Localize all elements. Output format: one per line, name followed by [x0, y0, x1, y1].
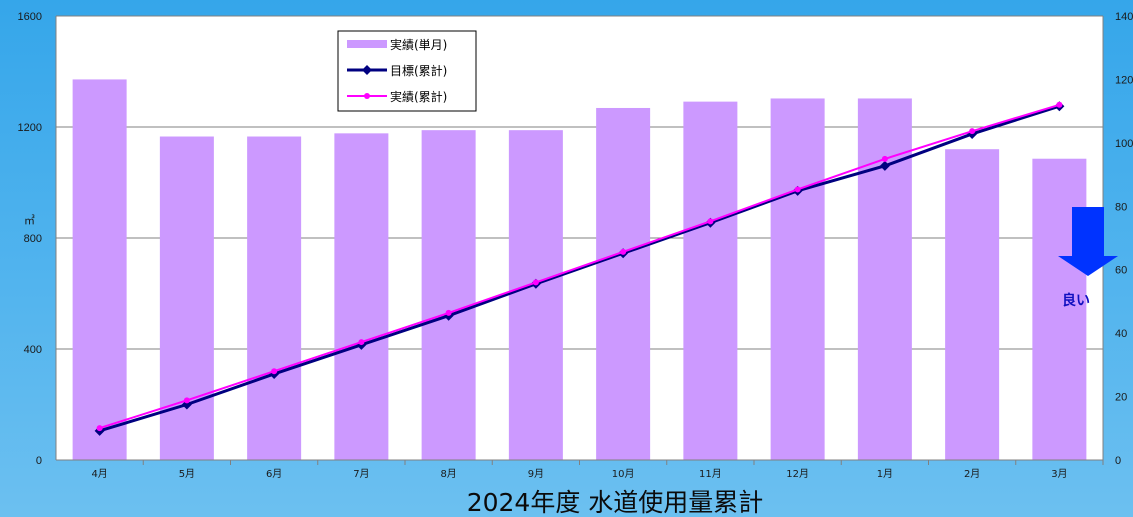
y2-tick-label: 40 [1115, 328, 1127, 340]
point-actual [707, 218, 714, 225]
y-tick-label: 400 [24, 344, 42, 356]
point-actual [794, 186, 801, 193]
x-tick-label: 1月 [877, 468, 893, 480]
bar [1032, 158, 1087, 460]
point-actual [1056, 101, 1063, 108]
bar [247, 136, 302, 460]
y2-tick-label: 20 [1115, 392, 1127, 404]
good-label: 良い [1062, 292, 1090, 309]
bar [683, 101, 738, 460]
bar [945, 149, 1000, 460]
x-axis: 4月 5月 6月 7月 8月 9月 10月 11月 12月 1月 2月 3月 [91, 460, 1104, 480]
x-tick-label: 4月 [91, 468, 107, 480]
x-tick-label: 9月 [528, 468, 544, 480]
point-actual [445, 309, 452, 316]
bars [72, 79, 1087, 461]
y2-tick-label: 140 [1115, 11, 1133, 23]
point-actual [358, 339, 365, 346]
series-line-target [99, 104, 1060, 433]
chart-title: 2024年度 水道使用量累計 [467, 488, 764, 517]
point-actual [620, 248, 627, 255]
bar [421, 130, 476, 460]
point-actual [881, 155, 888, 162]
x-tick-label: 3月 [1051, 468, 1067, 480]
x-tick-label: 5月 [179, 468, 195, 480]
bar [72, 79, 127, 460]
y2-tick-label: 0 [1115, 455, 1121, 467]
bar [596, 107, 651, 460]
y2-tick-label: 120 [1115, 74, 1133, 86]
y2-tick-label: 100 [1115, 138, 1133, 150]
point-actual [271, 368, 278, 375]
x-tick-label: 12月 [786, 468, 809, 480]
y-tick-label: 1600 [18, 11, 42, 23]
lines [94, 101, 1065, 436]
y-axis-left: 0 400 800 1200 1600 [18, 11, 42, 467]
x-tick-label: 10月 [612, 468, 635, 480]
legend-marker-actual [364, 93, 370, 99]
down-arrow-icon [1058, 207, 1118, 276]
y-tick-label: 1200 [18, 122, 42, 134]
y-tick-label: 800 [24, 233, 42, 245]
point-actual [96, 425, 103, 432]
y-axis-right: 0 20 40 60 80 100 120 140 [1115, 11, 1133, 467]
x-tick-label: 11月 [699, 468, 722, 480]
point-actual [532, 279, 539, 286]
gridlines [56, 15, 1103, 350]
x-tick-label: 6月 [266, 468, 282, 480]
x-tick-label: 8月 [440, 468, 456, 480]
x-tick-label: 7月 [353, 468, 369, 480]
bar [334, 133, 389, 461]
legend-marker-target [362, 65, 372, 75]
point-target [879, 160, 890, 171]
legend: 実績(単月) 目標(累計) 実績(累計) [337, 30, 477, 112]
bar [770, 98, 825, 460]
y-tick-label: 0 [36, 455, 42, 467]
legend-label-target: 目標(累計) [390, 63, 447, 78]
good-annotation: 良い [1058, 207, 1118, 309]
bar [508, 130, 563, 460]
y2-tick-label: 80 [1115, 201, 1127, 213]
legend-label-actual: 実績(累計) [390, 89, 447, 104]
series-line-actual [99, 103, 1060, 430]
point-actual [183, 397, 190, 404]
legend-label-bar: 実績(単月) [390, 37, 447, 52]
y-axis-label: ㎥ [24, 214, 35, 227]
x-tick-label: 2月 [964, 468, 980, 480]
legend-swatch-bar [347, 40, 387, 48]
y2-tick-label: 60 [1115, 265, 1127, 277]
point-actual [969, 128, 976, 135]
